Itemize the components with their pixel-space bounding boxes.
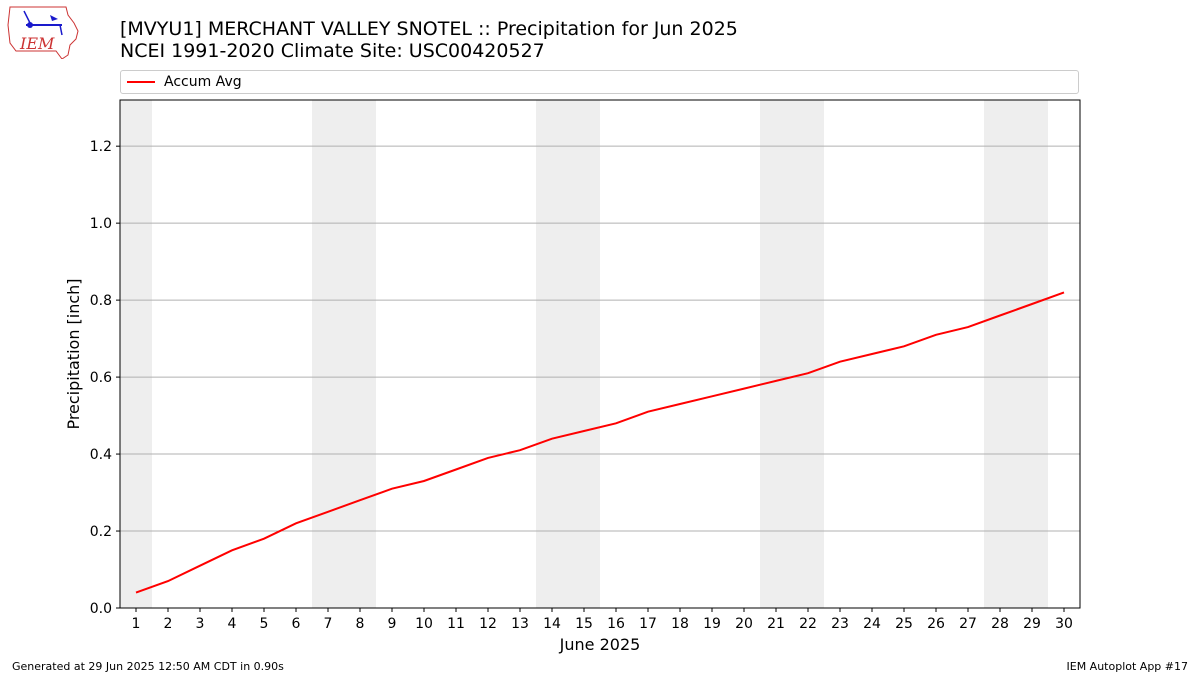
iem-logo: IEM: [7, 6, 79, 59]
weekend-shade-day-21: [760, 100, 792, 608]
x-axis-label: June 2025: [559, 635, 641, 654]
x-tick-label-2: 2: [164, 616, 173, 632]
series-line-accum-avg: [135, 291, 1065, 594]
x-tick-label-26: 26: [927, 616, 945, 632]
y-tick-label-2: 0.4: [90, 447, 112, 463]
plot-frame: [119, 99, 1081, 609]
x-tick-label-28: 28: [991, 616, 1009, 632]
x-tick-label-21: 21: [767, 616, 785, 632]
x-tick-label-27: 27: [959, 616, 977, 632]
y-tick-label-6: 1.2: [90, 139, 112, 155]
x-tick-label-14: 14: [543, 616, 561, 632]
logo-text: IEM: [19, 34, 55, 53]
weekend-shade-day-8: [344, 100, 376, 608]
title-line-1: [MVYU1] MERCHANT VALLEY SNOTEL :: Precip…: [120, 18, 738, 40]
x-tick-label-11: 11: [447, 616, 465, 632]
x-tick-label-29: 29: [1023, 616, 1041, 632]
x-tick-label-8: 8: [356, 616, 365, 632]
x-tick-label-17: 17: [639, 616, 657, 632]
x-tick-label-4: 4: [228, 616, 237, 632]
x-tick-label-7: 7: [324, 616, 333, 632]
x-tick-label-20: 20: [735, 616, 753, 632]
weekend-shade-day-7: [312, 100, 344, 608]
x-tick-label-3: 3: [196, 616, 205, 632]
footer-generated-text: Generated at 29 Jun 2025 12:50 AM CDT in…: [12, 660, 284, 673]
weekend-shade-day-14: [536, 100, 568, 608]
weekend-shade-day-29: [1016, 100, 1048, 608]
x-tick-label-9: 9: [388, 616, 397, 632]
x-tick-label-24: 24: [863, 616, 881, 632]
weekend-shade-day-22: [792, 100, 824, 608]
x-tick-label-30: 30: [1055, 616, 1073, 632]
weekend-shade-day-1: [120, 100, 152, 608]
x-tick-label-13: 13: [511, 616, 529, 632]
x-tick-label-10: 10: [415, 616, 433, 632]
legend-swatch-accum-avg: [127, 81, 155, 83]
x-tick-label-6: 6: [292, 616, 301, 632]
x-tick-label-22: 22: [799, 616, 817, 632]
y-tick-label-0: 0.0: [90, 601, 112, 617]
legend: Accum Avg: [120, 70, 1079, 94]
x-tick-label-1: 1: [132, 616, 141, 632]
y-tick-label-3: 0.6: [90, 370, 112, 386]
title-line-2: NCEI 1991-2020 Climate Site: USC00420527: [120, 40, 545, 62]
y-tick-label-4: 0.8: [90, 293, 112, 309]
x-tick-label-16: 16: [607, 616, 625, 632]
weekend-shade-day-28: [984, 100, 1016, 608]
weekend-shade-day-15: [568, 100, 600, 608]
x-tick-label-5: 5: [260, 616, 269, 632]
legend-label-accum-avg: Accum Avg: [164, 74, 242, 90]
y-axis-label: Precipitation [inch]: [64, 278, 83, 429]
x-tick-label-12: 12: [479, 616, 497, 632]
x-tick-label-19: 19: [703, 616, 721, 632]
chart-title: [MVYU1] MERCHANT VALLEY SNOTEL :: Precip…: [120, 18, 738, 62]
footer-app-label: IEM Autoplot App #17: [1066, 660, 1189, 673]
x-tick-label-15: 15: [575, 616, 593, 632]
y-tick-label-1: 0.2: [90, 524, 112, 540]
x-tick-label-25: 25: [895, 616, 913, 632]
x-tick-label-18: 18: [671, 616, 689, 632]
y-tick-label-5: 1.0: [90, 216, 112, 232]
x-tick-label-23: 23: [831, 616, 849, 632]
